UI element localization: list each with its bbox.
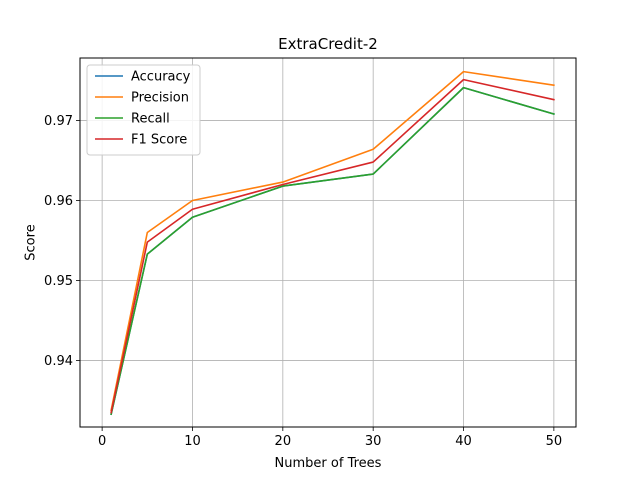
x-tick-label: 30 <box>365 434 382 449</box>
legend-entry-label: Recall <box>131 112 170 127</box>
x-axis-label: Number of Trees <box>275 456 382 471</box>
legend: Accuracy Precision Recall F1 Score <box>86 64 201 156</box>
legend-entry-label: Accuracy <box>131 70 191 85</box>
y-tick-label: 0.97 <box>44 114 73 129</box>
legend-box <box>86 64 201 156</box>
series-line-recall <box>110 86 555 416</box>
x-tick-label: 10 <box>184 434 201 449</box>
legend-entry-label: Precision <box>131 91 189 106</box>
grid <box>80 58 576 427</box>
y-tick-label: 0.94 <box>44 354 73 369</box>
x-tick-label: 40 <box>455 434 472 449</box>
series-lines <box>110 70 555 416</box>
series-line-f1-score <box>110 78 555 414</box>
y-tick-label: 0.95 <box>44 274 73 289</box>
legend-entry-label: F1 Score <box>131 133 187 148</box>
x-tick-label: 0 <box>98 434 106 449</box>
x-tick-label: 20 <box>275 434 292 449</box>
y-axis-label: Score <box>24 224 39 260</box>
chart-title: ExtraCredit-2 <box>278 35 378 53</box>
plot-frame <box>79 57 577 428</box>
axis-ticks: 0 10 20 30 40 50 0.94 0.95 0.96 0.97 <box>44 114 562 449</box>
y-tick-label: 0.96 <box>44 194 73 209</box>
series-line-precision <box>110 70 555 412</box>
x-tick-label: 50 <box>546 434 563 449</box>
